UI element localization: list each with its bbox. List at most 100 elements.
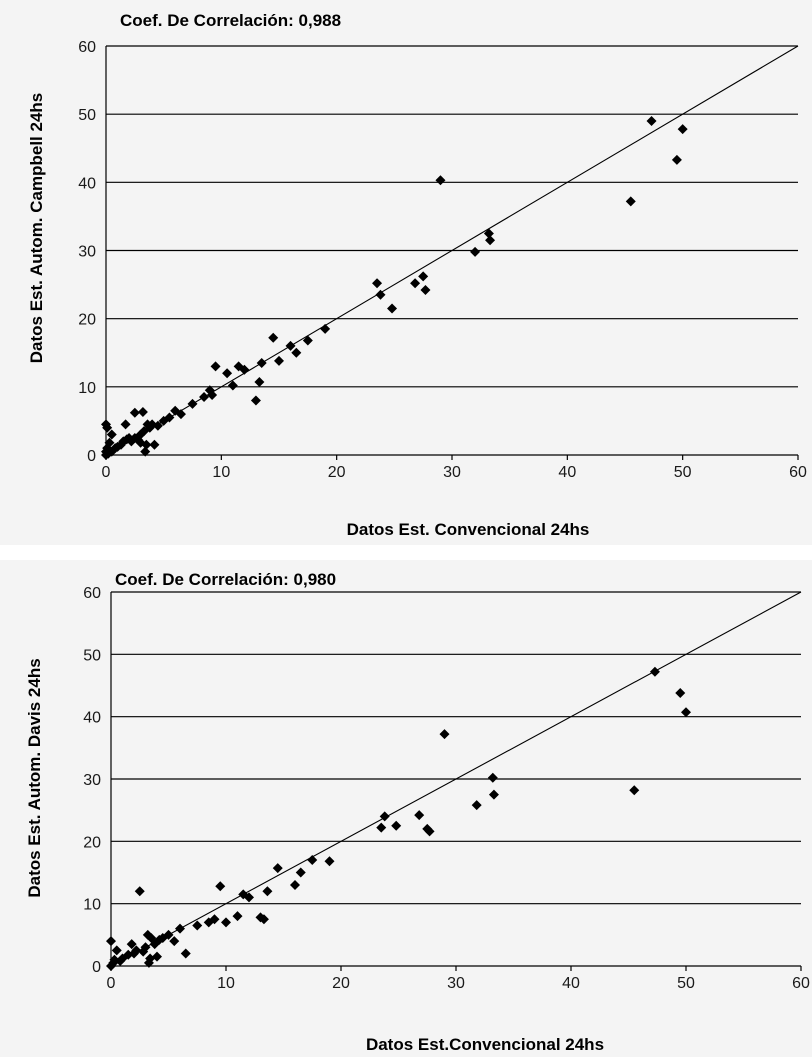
chart-davis-y-tick-label: 0 (92, 959, 101, 976)
chart-campbell-data-point (254, 377, 265, 388)
chart-campbell-data-point (140, 446, 151, 457)
chart-campbell-data-point (135, 437, 146, 448)
chart-campbell-data-point (152, 420, 163, 431)
chart-campbell-data-point (250, 395, 261, 406)
chart-davis-x-tick-label: 40 (562, 975, 580, 992)
chart-davis-data-point (131, 945, 142, 956)
chart-davis-data-point (488, 789, 499, 800)
chart-davis-data-point (126, 939, 137, 950)
chart-campbell-data-point (199, 392, 210, 403)
chart-campbell-y-tick-label: 40 (78, 175, 96, 192)
chart-davis-data-point (209, 914, 220, 925)
chart-davis-data-point (169, 936, 180, 947)
chart-davis-y-tick-label: 60 (83, 585, 101, 602)
chart-davis-data-point (681, 707, 691, 718)
chart-davis-data-point (221, 917, 231, 928)
chart-campbell-data-point (274, 355, 284, 366)
chart-davis-data-point (175, 923, 185, 934)
chart-davis-data-point (439, 729, 450, 740)
chart-davis-x-tick-label: 0 (107, 975, 116, 992)
chart-davis-reference-line (110, 591, 802, 967)
chart-davis-data-point (376, 822, 387, 833)
chart-davis-x-axis-title: Datos Est.Convencional 24hs (366, 1035, 604, 1054)
chart-davis-y-axis-title: Datos Est. Autom. Davis 24hs (25, 658, 44, 897)
chart-davis-data-point (391, 820, 402, 831)
chart-davis-y-tick-label: 50 (83, 647, 101, 664)
chart-campbell: Coef. De Correlación: 0,988 0 10 20 30 40 50 6… (0, 0, 812, 545)
chart-campbell-data-point (375, 289, 386, 300)
chart-davis-x-tick-label: 20 (332, 975, 350, 992)
chart-davis-background (0, 560, 812, 1057)
chart-davis-data-point (307, 855, 318, 866)
chart-campbell-y-tick-label: 20 (78, 312, 96, 329)
chart-davis-y-tick-label: 10 (83, 897, 101, 914)
chart-campbell-data-point (210, 361, 221, 372)
chart-campbell-data-point (625, 196, 636, 207)
chart-campbell-data-point (677, 124, 688, 135)
chart-davis-points (106, 666, 691, 971)
chart-campbell-background (0, 0, 812, 545)
chart-davis-x-tick-label: 10 (217, 975, 235, 992)
chart-davis-data-point (163, 929, 174, 940)
chart-davis-x-tick-label: 50 (677, 975, 695, 992)
chart-campbell-data-point (285, 340, 296, 351)
chart-campbell-data-point (207, 390, 218, 401)
chart-davis-tick-labels: 0 10 20 30 40 50 60 0 10 20 30 40 50 60 (83, 585, 810, 992)
chart-davis-data-point (290, 879, 300, 890)
chart-davis-data-point (649, 666, 660, 677)
chart-campbell-x-tick-label: 50 (674, 464, 692, 481)
chart-davis-data-point (414, 810, 425, 821)
chart-campbell-data-point (320, 323, 331, 334)
chart-campbell-data-point (104, 437, 115, 448)
chart-campbell-data-point (435, 175, 446, 186)
chart-campbell-data-point (102, 422, 113, 433)
chart-davis-data-point (143, 957, 154, 968)
chart-davis-data-point (424, 826, 435, 837)
chart-campbell-data-point (239, 364, 250, 375)
chart-campbell-data-point (268, 332, 279, 343)
chart-campbell-data-point (420, 285, 431, 296)
chart-campbell-data-point (372, 278, 383, 289)
chart-davis-data-point (324, 856, 335, 867)
chart-campbell-x-tick-label: 10 (212, 464, 230, 481)
chart-campbell-data-point (120, 419, 131, 430)
chart-davis: Coef. De Correlación: 0,980 0 10 20 30 40 50 6… (0, 560, 812, 1057)
chart-davis-data-point (232, 911, 243, 922)
chart-davis-data-point (675, 687, 686, 698)
chart-campbell-y-tick-label: 60 (78, 39, 96, 56)
chart-campbell-data-point (302, 335, 313, 346)
chart-campbell-data-point (129, 407, 140, 418)
chart-davis-x-tick-label: 30 (447, 975, 465, 992)
chart-campbell-data-point (137, 407, 148, 418)
chart-campbell-reference-line (105, 45, 799, 456)
chart-campbell-y-tick-label: 0 (87, 448, 96, 465)
chart-campbell-data-point (175, 409, 186, 420)
chart-campbell-x-tick-label: 20 (328, 464, 346, 481)
chart-campbell-x-tick-label: 60 (789, 464, 807, 481)
chart-campbell-y-axis-title: Datos Est. Autom. Campbell 24hs (27, 93, 46, 363)
chart-davis-data-point (487, 772, 498, 783)
chart-campbell-y-tick-label: 30 (78, 244, 96, 261)
chart-davis-data-point (295, 867, 306, 878)
chart-campbell-data-point (387, 303, 398, 314)
chart-davis-y-tick-label: 30 (83, 772, 101, 789)
chart-davis-x-tick-label: 60 (792, 975, 810, 992)
chart-campbell-data-point (256, 357, 267, 368)
chart-campbell-y-tick-label: 50 (78, 107, 96, 124)
chart-davis-data-point (215, 881, 226, 892)
chart-davis-data-point (180, 948, 191, 959)
chart-campbell-data-point (222, 368, 233, 379)
chart-davis-data-point (152, 951, 162, 962)
chart-campbell-data-point (671, 154, 682, 165)
chart-campbell-data-point (164, 412, 175, 423)
chart-davis-data-point (258, 914, 269, 925)
chart-campbell-data-point (418, 271, 429, 282)
chart-davis-data-point (244, 892, 254, 903)
chart-davis-y-tick-label: 20 (83, 834, 101, 851)
chart-campbell-data-point (410, 278, 421, 289)
chart-davis-y-tick-label: 40 (83, 710, 101, 727)
chart-campbell-tick-labels: 0 10 20 30 40 50 60 0 10 20 30 40 50 60 (78, 39, 807, 481)
chart-davis-data-point (272, 863, 283, 874)
chart-campbell-data-point (227, 380, 238, 391)
